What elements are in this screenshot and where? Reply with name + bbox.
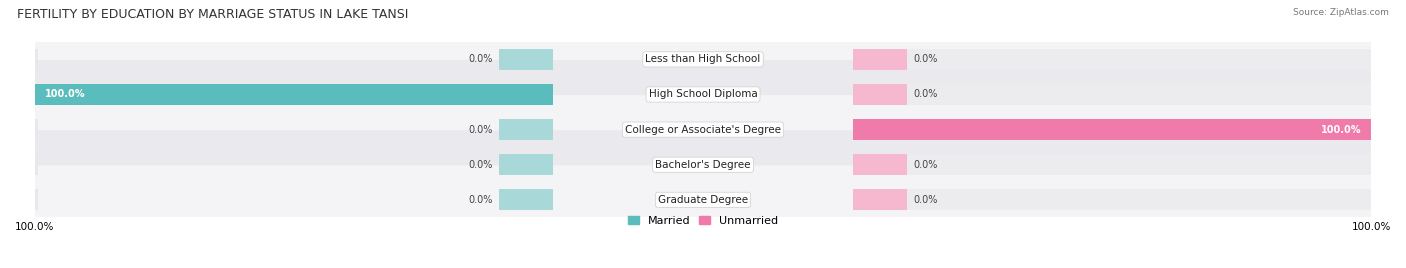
Bar <box>0 189 38 210</box>
Text: Bachelor's Degree: Bachelor's Degree <box>655 160 751 170</box>
Bar <box>853 119 1371 140</box>
Text: Graduate Degree: Graduate Degree <box>658 195 748 205</box>
Text: 0.0%: 0.0% <box>468 125 492 135</box>
Bar <box>853 119 1371 140</box>
Text: Source: ZipAtlas.com: Source: ZipAtlas.com <box>1294 8 1389 17</box>
Text: 0.0%: 0.0% <box>914 195 938 205</box>
Text: 0.0%: 0.0% <box>914 54 938 64</box>
Bar <box>853 189 907 210</box>
Bar <box>35 84 553 105</box>
Bar <box>499 154 553 175</box>
Bar <box>853 154 1371 175</box>
Bar <box>499 189 553 210</box>
FancyBboxPatch shape <box>35 165 1371 234</box>
Bar <box>0 49 38 70</box>
Bar <box>853 49 907 70</box>
Text: College or Associate's Degree: College or Associate's Degree <box>626 125 780 135</box>
Text: 0.0%: 0.0% <box>468 195 492 205</box>
Bar <box>853 49 1371 70</box>
Bar <box>499 119 553 140</box>
Text: 100.0%: 100.0% <box>45 90 86 99</box>
Bar <box>853 84 907 105</box>
FancyBboxPatch shape <box>35 95 1371 164</box>
Text: 0.0%: 0.0% <box>468 160 492 170</box>
FancyBboxPatch shape <box>35 25 1371 94</box>
Text: 0.0%: 0.0% <box>914 160 938 170</box>
Text: Less than High School: Less than High School <box>645 54 761 64</box>
FancyBboxPatch shape <box>35 130 1371 199</box>
Bar <box>499 49 553 70</box>
Legend: Married, Unmarried: Married, Unmarried <box>627 216 779 226</box>
Text: FERTILITY BY EDUCATION BY MARRIAGE STATUS IN LAKE TANSI: FERTILITY BY EDUCATION BY MARRIAGE STATU… <box>17 8 408 21</box>
Bar <box>853 154 907 175</box>
FancyBboxPatch shape <box>35 60 1371 129</box>
Text: 0.0%: 0.0% <box>468 54 492 64</box>
Bar <box>853 189 1371 210</box>
Bar <box>0 154 38 175</box>
Bar <box>0 84 38 105</box>
Bar <box>853 84 1371 105</box>
Text: 100.0%: 100.0% <box>1320 125 1361 135</box>
Bar <box>0 119 38 140</box>
Text: 0.0%: 0.0% <box>914 90 938 99</box>
Text: High School Diploma: High School Diploma <box>648 90 758 99</box>
